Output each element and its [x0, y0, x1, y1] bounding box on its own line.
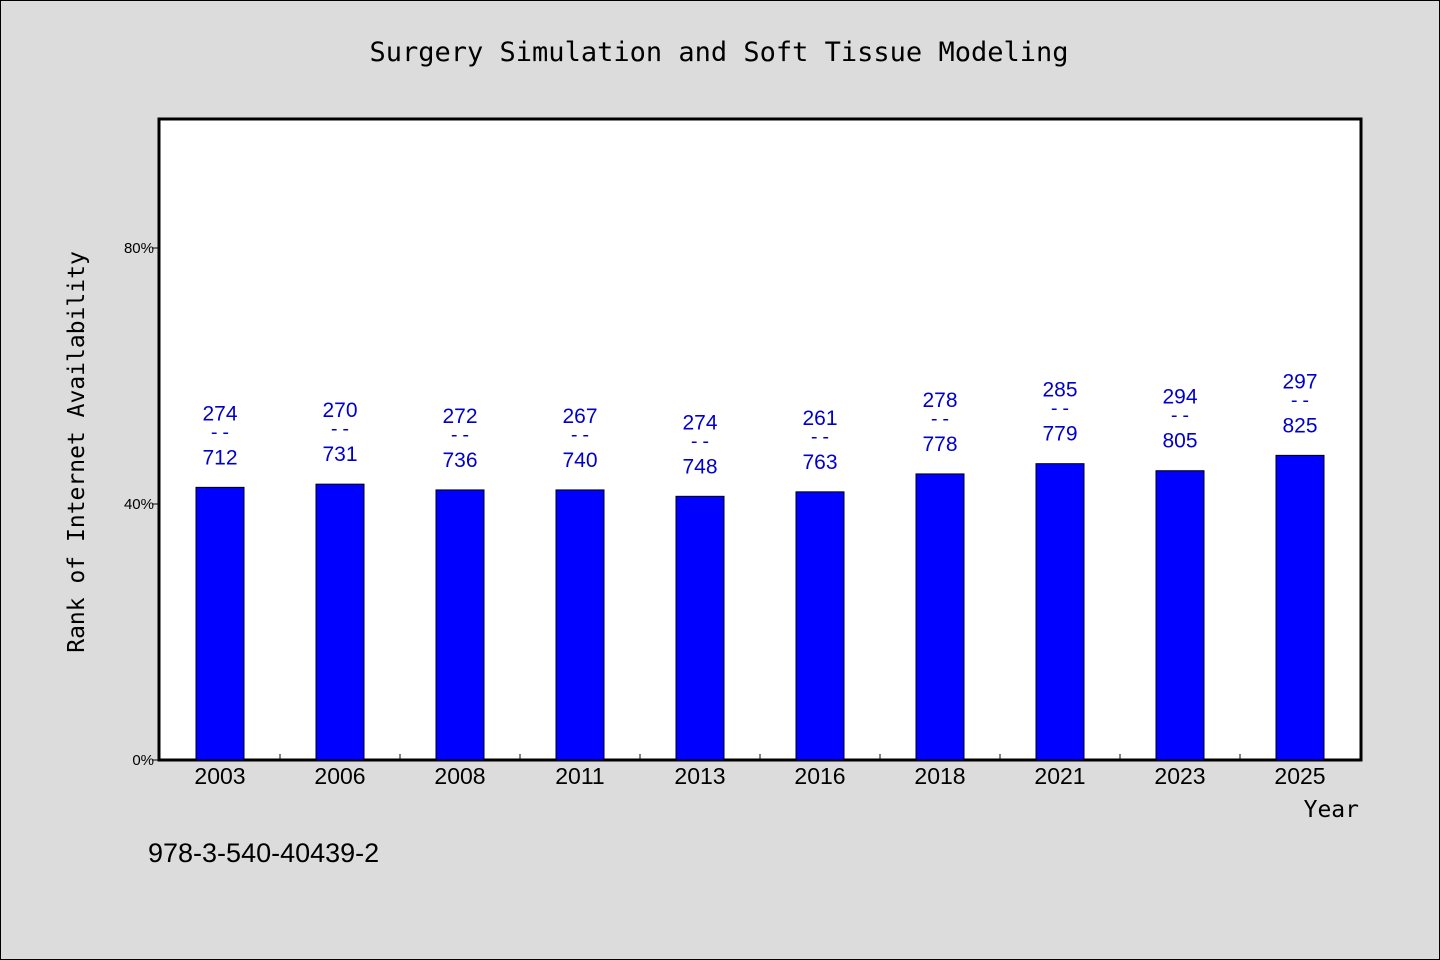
- x-tick-label: 2025: [1274, 763, 1325, 789]
- bar-2021: [1035, 463, 1085, 761]
- x-tick-labels: 2003 2006 2008 2011 2013 2016 2018 2021 2023 2025: [194, 763, 1325, 789]
- x-tick-label: 2018: [914, 763, 965, 789]
- data-label-top: 274: [202, 402, 237, 425]
- data-label-top: 285: [1042, 379, 1077, 402]
- chart-title: Surgery Simulation and Soft Tissue Model…: [370, 37, 1069, 68]
- x-tick-label: 2016: [794, 763, 845, 789]
- x-tick-label: 2021: [1034, 763, 1085, 789]
- data-label-top: 270: [322, 399, 357, 422]
- data-labels: 274--712270--731272--736267--740274--748…: [202, 370, 1317, 478]
- data-label-bottom: 736: [442, 449, 477, 472]
- axis-ticks: [152, 247, 1241, 761]
- data-label-separator: --: [209, 421, 232, 443]
- data-label-top: 274: [682, 411, 717, 434]
- bar-2011: [555, 489, 605, 761]
- bar-2018: [915, 473, 965, 761]
- data-label-bottom: 748: [682, 455, 717, 478]
- y-tick-label: 40%: [124, 496, 154, 513]
- bar-2003: [195, 486, 245, 761]
- bar-2006: [315, 483, 365, 761]
- x-tick-label: 2023: [1154, 763, 1205, 789]
- data-label-bottom: 712: [202, 446, 237, 469]
- bar-2008: [435, 489, 485, 761]
- bar-2023: [1155, 470, 1205, 761]
- x-tick-label: 2003: [194, 763, 245, 789]
- bar-2025: [1275, 454, 1325, 761]
- x-tick-label: 2011: [555, 763, 604, 789]
- x-tick-label: 2013: [674, 763, 725, 789]
- y-tick-label: 0%: [132, 752, 154, 769]
- y-tick-labels: 0% 40% 80%: [124, 240, 154, 769]
- y-axis-label: Rank of Internet Availability: [64, 251, 90, 653]
- data-label-bottom: 779: [1042, 423, 1077, 446]
- data-label-bottom: 731: [322, 443, 357, 466]
- data-label-top: 261: [802, 407, 837, 430]
- bar-2016: [795, 491, 845, 761]
- x-axis-label: Year: [1304, 797, 1359, 823]
- data-label-top: 278: [922, 389, 957, 412]
- data-label-separator: --: [1289, 389, 1312, 411]
- data-label-bottom: 763: [802, 451, 837, 474]
- data-label-top: 294: [1162, 386, 1197, 409]
- bar-series: [195, 454, 1325, 761]
- data-label-separator: --: [449, 424, 472, 446]
- data-label-top: 297: [1282, 370, 1317, 393]
- data-label-bottom: 740: [562, 449, 597, 472]
- data-label-separator: --: [1049, 398, 1072, 420]
- data-label-separator: --: [569, 424, 592, 446]
- data-label-separator: --: [689, 430, 712, 452]
- data-label-bottom: 778: [922, 433, 957, 456]
- x-tick-label: 2006: [314, 763, 365, 789]
- data-label-separator: --: [929, 408, 952, 430]
- data-label-top: 272: [442, 405, 477, 428]
- data-label-bottom: 805: [1162, 430, 1197, 453]
- data-label-separator: --: [809, 426, 832, 448]
- y-tick-label: 80%: [124, 240, 154, 257]
- x-tick-label: 2008: [434, 763, 485, 789]
- bar-2013: [675, 495, 725, 761]
- data-label-top: 267: [562, 405, 597, 428]
- data-label-bottom: 825: [1282, 414, 1317, 437]
- data-label-separator: --: [329, 418, 352, 440]
- data-label-separator: --: [1169, 405, 1192, 427]
- footer-id: 978-3-540-40439-2: [148, 838, 379, 868]
